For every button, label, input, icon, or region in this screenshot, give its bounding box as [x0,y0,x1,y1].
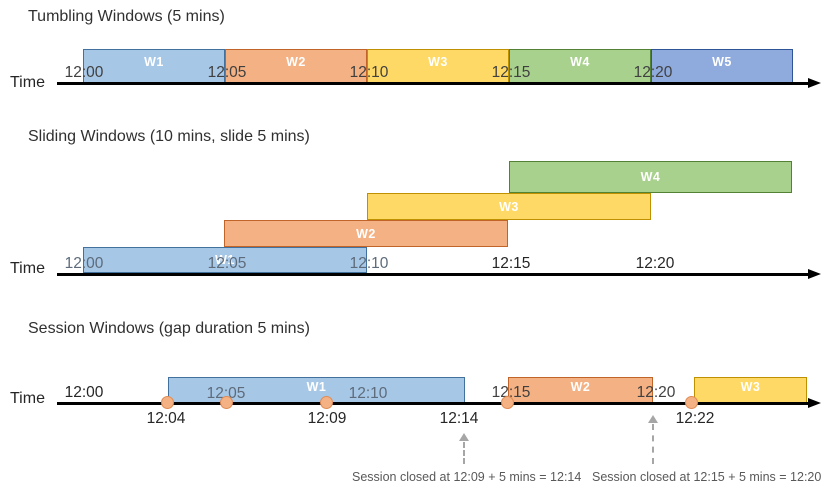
tumbling-window-w1: W1 [83,49,225,84]
tumbling-tick-12-20: 12:20 [633,64,673,81]
session-tick-12-10: 12:10 [348,385,388,402]
tumbling-section-title: Tumbling Windows (5 mins) [28,8,225,25]
window-label: W5 [712,55,732,69]
event-dot-12-22 [685,396,698,409]
window-label: W1 [215,253,235,267]
event-dot-12-04 [161,396,174,409]
session-close-arrowhead-icon [459,433,469,441]
event-dot-12-06 [220,396,233,409]
session-window-w3: W3 [694,377,807,403]
tumbling-tick-12-10: 12:10 [349,64,389,81]
event-dot-12-09 [320,396,333,409]
sliding-window-w4: W4 [509,161,792,193]
tumbling-tick-12-05: 12:05 [207,64,247,81]
sliding-tick-12-20: 12:20 [635,255,675,272]
session-close-arrow-line [463,442,465,464]
session-close-arrowhead-icon [648,415,658,423]
window-label: W2 [356,226,376,241]
session-tick-12-15: 12:15 [491,384,531,401]
tumbling-axis-arrowhead-icon [808,78,821,88]
window-label: W1 [144,55,164,69]
window-label: W3 [740,380,761,394]
sliding-time-axis [57,273,810,276]
event-time-label-12-09: 12:09 [307,410,347,427]
window-label: W4 [570,55,590,69]
tumbling-tick-12-15: 12:15 [491,64,531,81]
sliding-window-w3: W3 [367,193,651,220]
window-label: W3 [428,55,448,69]
sliding-window-w1: W1 [83,247,367,273]
session-window-w2: W2 [508,377,653,403]
session-tick-12-00: 12:00 [64,384,104,401]
sliding-tick-12-10: 12:10 [349,255,389,272]
sliding-section-title: Sliding Windows (10 mins, slide 5 mins) [28,128,310,145]
window-label: W2 [570,380,591,394]
window-label: W2 [286,55,306,69]
tumbling-time-axis [57,82,810,85]
tumbling-window-w4: W4 [509,49,651,84]
window-label: W1 [306,380,327,394]
session-window-w1: W1 [168,377,465,403]
tumbling-time-axis-label: Time [10,74,45,91]
sliding-tick-12-05: 12:05 [207,255,247,272]
session-close-annotation-1: Session closed at 12:09 + 5 mins = 12:14 [352,470,582,484]
window-label: W4 [640,170,661,184]
sliding-tick-12-15: 12:15 [491,255,531,272]
sliding-tick-12-00: 12:00 [64,255,104,272]
event-time-label-12-04: 12:04 [146,410,186,427]
sliding-axis-arrowhead-icon [808,269,821,279]
event-time-label-12-14: 12:14 [439,410,479,427]
tumbling-window-w2: W2 [225,49,367,84]
event-time-label-12-22: 12:22 [675,410,715,427]
event-dot-12-15 [501,396,514,409]
session-section-title: Session Windows (gap duration 5 mins) [28,320,310,337]
sliding-window-w2: W2 [224,220,508,247]
session-axis-arrowhead-icon [808,398,821,408]
session-tick-12-05: 12:05 [206,385,246,402]
session-close-annotation-2: Session closed at 12:15 + 5 mins = 12:20 [592,470,822,484]
session-close-arrow-line [652,424,654,464]
session-time-axis-label: Time [10,390,45,407]
sliding-time-axis-label: Time [10,260,45,277]
session-time-axis [57,402,810,405]
window-label: W3 [499,199,519,214]
tumbling-tick-12-00: 12:00 [64,64,104,81]
session-tick-12-20: 12:20 [636,384,676,401]
